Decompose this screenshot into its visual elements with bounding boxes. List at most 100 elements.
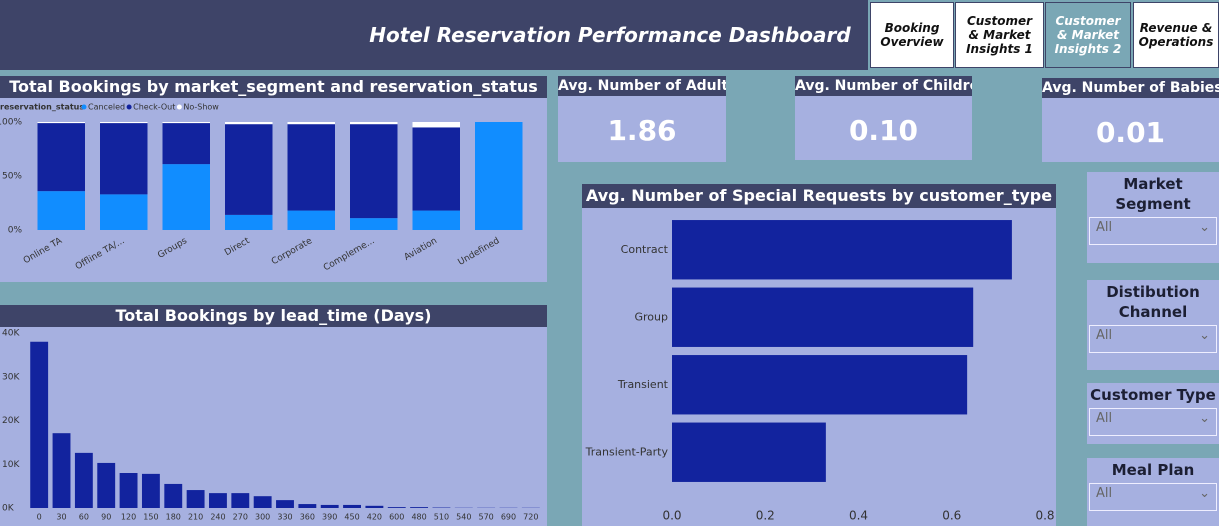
chevron: ⌄ (1199, 328, 1210, 343)
slicer-dropdown[interactable]: All ⌄ (1089, 483, 1217, 511)
y-tick-label: 0K (2, 504, 15, 514)
y-tick-label: 50% (2, 172, 22, 182)
slicer-dropdown[interactable]: All ⌄ (1089, 408, 1217, 436)
bar (74, 452, 93, 508)
bar-segment (350, 122, 398, 125)
bar-segment (225, 122, 273, 125)
bar-segment (100, 123, 148, 195)
x-tick-label: 570 (478, 513, 493, 522)
x-tick-label: 180 (166, 513, 181, 522)
legend-swatch (81, 104, 87, 110)
bar (141, 473, 160, 508)
slicer-title: Market Segment (1115, 175, 1191, 213)
bar-segment (412, 210, 460, 230)
card-title: Avg. Number of Babies (1042, 78, 1219, 98)
bar-segment (287, 210, 335, 230)
bar (276, 500, 294, 508)
slicer-value: All (1096, 411, 1113, 426)
bar-segment (350, 124, 398, 219)
slicer: Distibution Channel All ⌄ (1087, 280, 1219, 370)
y-tick-label: 40K (2, 329, 20, 339)
bar (30, 341, 49, 508)
x-tick-label: 300 (255, 513, 270, 522)
bar (52, 433, 71, 508)
bar (164, 483, 183, 508)
slicer: Meal Plan All ⌄ (1087, 458, 1219, 526)
legend-label: Check-Out (133, 103, 175, 112)
slicer-value: All (1096, 220, 1113, 235)
slicer-title: Customer Type (1090, 386, 1216, 404)
dashboard-title: Hotel Reservation Performance Dashboard (369, 23, 851, 47)
card: Avg. Number of Babies 0.01 (1042, 78, 1219, 162)
slicer-title: Distibution Channel (1106, 283, 1200, 321)
bar-segment (350, 218, 398, 230)
slicer-value: All (1096, 328, 1113, 343)
card-value: 0.01 (1095, 116, 1166, 149)
card: Avg. Number of Adults 1.86 (558, 76, 726, 162)
bar-segment (475, 122, 523, 230)
chevron: ⌄ (1199, 411, 1210, 426)
x-tick-label: Offline TA/... (74, 236, 127, 272)
y-tick-label: 30K (2, 372, 20, 382)
y-tick-label: Group (635, 310, 669, 323)
x-tick-label: 390 (322, 513, 337, 522)
x-tick-label: Corporate (270, 236, 314, 267)
y-tick-label: 0% (8, 226, 23, 236)
bar-segment (162, 123, 210, 165)
card-title: Avg. Number of Adults (558, 76, 726, 96)
slicer-dropdown[interactable]: All ⌄ (1089, 217, 1217, 245)
y-tick-label: 10K (2, 460, 20, 470)
x-tick-label: 510 (434, 513, 449, 522)
nav-button[interactable]: Customer & Market Insights 1 (955, 2, 1044, 68)
card-value: 0.10 (848, 114, 919, 147)
x-tick-label: 450 (344, 513, 359, 522)
x-tick-label: 690 (501, 513, 516, 522)
x-tick-label: Aviation (403, 236, 439, 263)
bar (672, 422, 826, 482)
y-tick-label: Transient-Party (585, 445, 669, 458)
legend-label: Canceled (88, 103, 125, 112)
bar (119, 473, 138, 508)
x-tick-label: 60 (79, 513, 89, 522)
legend-title: reservation_status (0, 103, 84, 112)
card: Avg. Number of Children 0.10 (795, 76, 972, 160)
slicer-dropdown[interactable]: All ⌄ (1089, 325, 1217, 353)
bar-segment (37, 122, 85, 124)
x-tick-label: 360 (300, 513, 315, 522)
bar-segment (162, 122, 210, 124)
x-tick-label: 0.8 (1035, 509, 1054, 523)
bar (209, 493, 227, 508)
nav-button[interactable]: Revenue & Operations (1133, 2, 1219, 68)
y-tick-label: Contract (621, 243, 669, 256)
bar-segment (412, 127, 460, 211)
nav-button[interactable]: Booking Overview (870, 2, 954, 68)
x-tick-label: 90 (101, 513, 111, 522)
bar (343, 504, 361, 508)
bar-segment (287, 124, 335, 211)
chevron: ⌄ (1199, 220, 1210, 235)
bar-segment (37, 123, 85, 192)
bar (410, 507, 429, 508)
x-tick-label: 150 (143, 513, 158, 522)
bar-segment (287, 122, 335, 125)
slicer: Customer Type All ⌄ (1087, 383, 1219, 444)
y-tick-label: Transient (617, 378, 669, 391)
x-tick-label: 540 (456, 513, 471, 522)
chart-title: Total Bookings by market_segment and res… (0, 76, 547, 98)
header (0, 0, 868, 70)
x-tick-label: 330 (277, 513, 292, 522)
bar-segment (100, 194, 148, 230)
bar (365, 505, 384, 508)
x-tick-label: Undefined (457, 236, 502, 268)
bar-segment (225, 214, 273, 230)
x-tick-label: 420 (367, 513, 382, 522)
bar (97, 462, 116, 508)
slicer: Market Segment All ⌄ (1087, 172, 1219, 263)
nav-button[interactable]: Customer & Market Insights 2 (1045, 2, 1131, 68)
bar-segment (225, 124, 273, 215)
x-tick-label: 0.4 (849, 509, 868, 523)
legend-swatch (176, 104, 182, 110)
chart-title: Avg. Number of Special Requests by custo… (582, 184, 1056, 208)
